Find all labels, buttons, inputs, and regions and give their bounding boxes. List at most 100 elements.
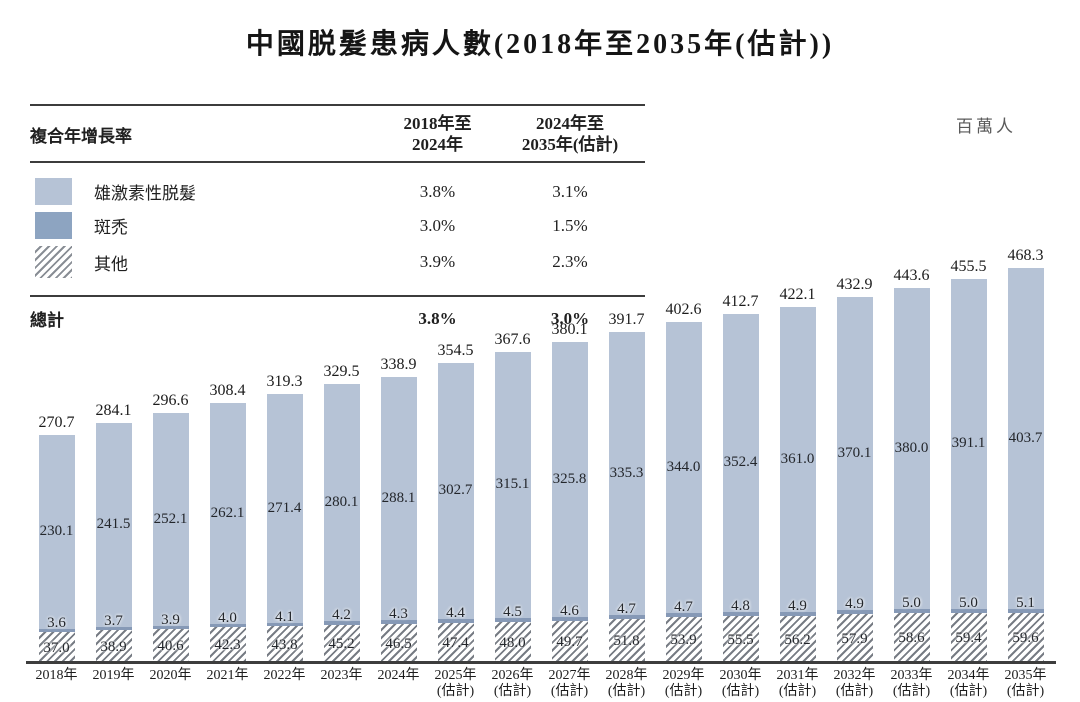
bar-group: 402.6 344.0 4.7 53.9	[655, 301, 712, 663]
bar-total-label: 432.9	[836, 276, 873, 293]
segment-value-label: 344.0	[666, 458, 701, 475]
x-axis-tick-label: 2033年 (估計)	[890, 668, 933, 699]
segment-value-label: 4.0	[218, 610, 237, 626]
seg-oth	[380, 624, 417, 663]
stacked-bar: 280.1 4.2 45.2	[323, 384, 360, 663]
legend-row-androgenetic: 雄激素性脱髮 3.8% 3.1%	[30, 178, 645, 205]
x-axis-tick-label: 2023年	[320, 668, 363, 683]
bar-total-label: 308.4	[209, 382, 246, 399]
seg-ban	[665, 613, 702, 617]
segment-value-label: 5.0	[959, 595, 978, 611]
stacked-bar: 344.0 4.7 53.9	[665, 322, 702, 663]
seg-oth	[722, 616, 759, 663]
stacked-bar: 252.1 3.9 40.6	[152, 413, 189, 663]
segment-value-label: 55.5	[727, 631, 754, 648]
segment-value-label: 241.5	[96, 516, 131, 532]
cagr-col2-header: 2024年至 2035年(估計)	[521, 114, 619, 154]
seg-ban	[893, 609, 930, 613]
bar-group: 329.5 280.1 4.2 45.2	[313, 363, 370, 663]
bar-group: 319.3 271.4 4.1 43.8	[256, 373, 313, 663]
bar-total-label: 354.5	[437, 342, 474, 359]
stacked-bar: 288.1 4.3 46.5	[380, 377, 417, 663]
seg-oth	[950, 613, 987, 663]
segment-value-label: 37.0	[43, 639, 70, 656]
seg-oth	[779, 616, 816, 663]
segment-value-label: 380.0	[894, 439, 929, 456]
segment-value-label: 302.7	[438, 482, 473, 498]
segment-value-label: 42.3	[214, 637, 241, 653]
seg-oth	[665, 617, 702, 663]
seg-aga	[1007, 268, 1044, 609]
bar-group: 270.7 230.1 3.6 37.0	[28, 414, 85, 663]
segment-value-label: 5.0	[902, 595, 921, 611]
seg-aga	[722, 314, 759, 612]
chart-title: 中國脱髮患病人數(2018年至2035年(估計))	[245, 29, 835, 60]
cagr-value: 3.8%	[419, 181, 456, 201]
cagr-value: 1.5%	[552, 215, 588, 235]
seg-oth	[38, 632, 75, 663]
bar-group: 422.1 361.0 4.9 56.2	[769, 286, 826, 663]
segment-value-label: 47.4	[442, 635, 469, 651]
x-axis-labels: 2018年 2019年 2020年 2021年 2022年 2023年 2024年 2025年…	[28, 668, 1054, 700]
seg-ban	[209, 624, 246, 627]
legend-swatch-medium-blue-icon	[35, 212, 72, 239]
bar-group: 367.6 315.1 4.5 48.0	[484, 331, 541, 663]
seg-aga	[38, 435, 75, 629]
segment-value-label: 252.1	[153, 510, 188, 527]
stacked-bar: 241.5 3.7 38.9	[95, 423, 132, 663]
seg-aga	[437, 363, 474, 619]
bar-group: 391.7 335.3 4.7 51.8	[598, 311, 655, 663]
seg-aga	[323, 384, 360, 621]
segment-value-label: 4.9	[788, 598, 807, 614]
cagr-row-header: 複合年增長率	[30, 126, 132, 146]
segment-value-label: 3.7	[104, 613, 123, 629]
stacked-bar: 315.1 4.5 48.0	[494, 352, 531, 663]
bar-group: 296.6 252.1 3.9 40.6	[142, 392, 199, 663]
unit-label: 百萬人	[956, 117, 1016, 136]
x-axis-tick-label: 2027年 (估計)	[548, 668, 591, 699]
bar-total-label: 422.1	[779, 286, 816, 303]
bar-total-label: 468.3	[1007, 247, 1044, 264]
total-label: 總計	[30, 311, 64, 330]
seg-ban	[95, 627, 132, 630]
bar-group: 432.9 370.1 4.9 57.9	[826, 276, 883, 663]
segment-value-label: 4.7	[617, 601, 636, 617]
seg-ban	[950, 609, 987, 613]
segment-value-label: 59.6	[1012, 630, 1039, 646]
bar-group: 338.9 288.1 4.3 46.5	[370, 356, 427, 663]
stacked-bar: 335.3 4.7 51.8	[608, 332, 645, 663]
x-axis-tick-label: 2030年 (估計)	[719, 668, 762, 699]
seg-ban	[836, 610, 873, 614]
x-axis-tick-label: 2026年 (估計)	[491, 668, 534, 699]
cagr-total-row: 總計 3.8% 3.0%	[30, 297, 645, 339]
bar-total-label: 270.7	[38, 414, 75, 431]
bar-group: 412.7 352.4 4.8 55.5	[712, 293, 769, 663]
stacked-bar: 370.1 4.9 57.9	[836, 297, 873, 663]
seg-aga	[665, 322, 702, 613]
x-axis-tick-label: 2035年 (估計)	[1004, 668, 1047, 699]
seg-oth	[836, 614, 873, 663]
cagr-table: 複合年增長率 2018年至 2024年 2024年至 2035年(估計) 雄激素…	[30, 104, 645, 339]
cagr-value: 3.0%	[419, 215, 456, 235]
seg-aga	[551, 342, 588, 617]
cagr-table-header: 複合年增長率 2018年至 2024年 2024年至 2035年(估計)	[30, 106, 645, 163]
seg-aga	[950, 279, 987, 609]
segment-value-label: 315.1	[495, 476, 530, 492]
segment-value-label: 49.7	[556, 634, 583, 650]
seg-aga	[779, 307, 816, 612]
seg-ban	[323, 621, 360, 625]
seg-aga	[152, 413, 189, 626]
legend-swatch-light-blue-icon	[35, 178, 72, 205]
segment-value-label: 4.9	[845, 596, 864, 612]
seg-oth	[95, 630, 132, 663]
cagr-col1-header: 2018年至 2024年	[403, 114, 472, 154]
x-axis-tick-label: 2020年	[149, 668, 192, 683]
legend-row-others: 其他 3.9% 2.3%	[30, 246, 645, 278]
segment-value-label: 56.2	[784, 631, 811, 648]
bar-group: 308.4 262.1 4.0 42.3	[199, 382, 256, 663]
segment-value-label: 361.0	[780, 450, 815, 467]
segment-value-label: 271.4	[267, 499, 302, 516]
segment-value-label: 59.4	[955, 630, 982, 646]
seg-aga	[95, 423, 132, 627]
cagr-value: 3.9%	[419, 252, 456, 271]
